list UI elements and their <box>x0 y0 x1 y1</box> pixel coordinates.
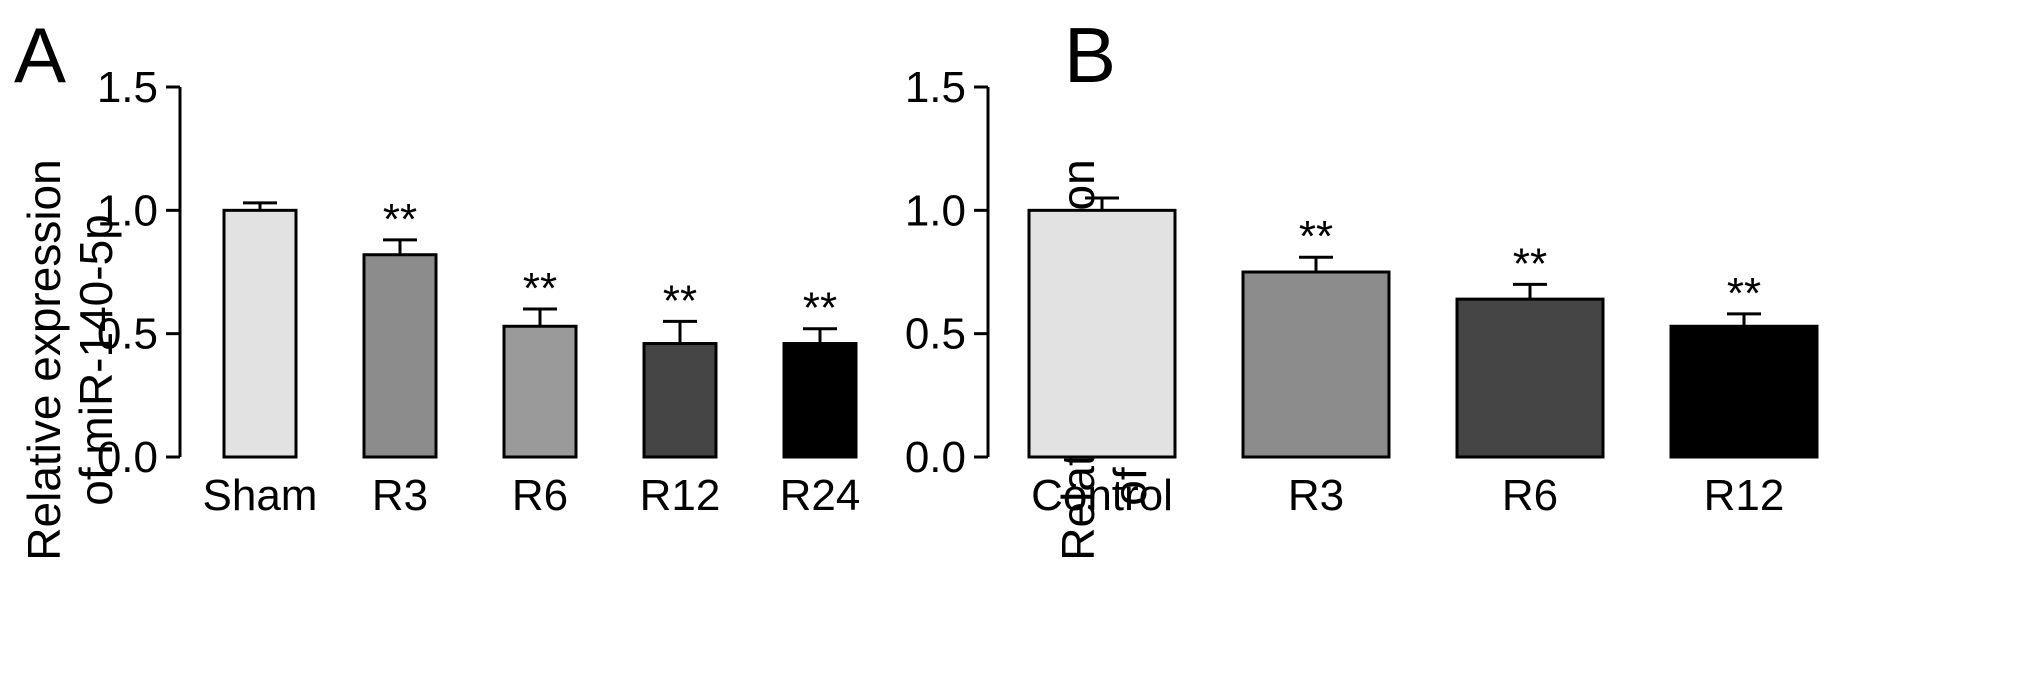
panel-a: A Relative expression of miR-140-5p 0.0 0… <box>14 11 860 561</box>
bar-r3 <box>1241 270 1391 459</box>
x-tick-label: R6 <box>1502 471 1558 520</box>
bar-r12 <box>642 342 718 459</box>
significance-label: ** <box>803 284 837 333</box>
x-tick-label: R12 <box>1704 471 1785 520</box>
bar-r6 <box>502 324 578 459</box>
x-tick-label: R3 <box>1288 471 1344 520</box>
panel-b: B Relative expression of miR-140-5p 0.00… <box>905 11 1819 561</box>
x-tick-label: Control <box>1031 471 1173 520</box>
significance-label: ** <box>1513 239 1547 288</box>
bar-r24 <box>782 342 858 459</box>
y-axis-label-line-1: Relative expression <box>18 159 70 560</box>
x-tick-label: R24 <box>780 471 861 520</box>
panel-label: A <box>14 11 66 99</box>
significance-label: ** <box>1299 212 1333 261</box>
y-axis-label-line-2: of miR-140-5p <box>70 214 122 505</box>
x-tick-label: R12 <box>640 471 721 520</box>
y-tick-label: 0.5 <box>97 310 158 359</box>
bar-control <box>1027 208 1177 459</box>
y-tick-label: 0.0 <box>905 433 966 482</box>
y-tick-label: 1.5 <box>905 63 966 112</box>
panel-label: B <box>1064 11 1116 99</box>
significance-label: ** <box>523 264 557 313</box>
y-tick-label: 1.5 <box>97 63 158 112</box>
bar-r6 <box>1455 297 1605 459</box>
significance-label: ** <box>1727 269 1761 318</box>
y-tick-label: 1.0 <box>905 186 966 235</box>
x-tick-label: R6 <box>512 471 568 520</box>
bar-r3 <box>362 253 438 459</box>
significance-label: ** <box>663 276 697 325</box>
x-tick-label: Sham <box>203 471 318 520</box>
significance-label: ** <box>383 195 417 244</box>
y-tick-label: 0.0 <box>97 433 158 482</box>
bar-r12 <box>1669 324 1819 459</box>
bar-sham <box>222 208 298 459</box>
y-tick-label: 1.0 <box>97 186 158 235</box>
y-tick-label: 0.5 <box>905 310 966 359</box>
x-tick-label: R3 <box>372 471 428 520</box>
